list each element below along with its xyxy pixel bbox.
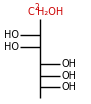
Text: HO: HO — [4, 30, 19, 40]
Text: OH: OH — [61, 59, 76, 69]
Text: OH: OH — [61, 71, 76, 81]
Text: 2: 2 — [35, 3, 39, 12]
Text: H₂OH: H₂OH — [37, 7, 64, 17]
Text: OH: OH — [61, 82, 76, 92]
Text: HO: HO — [4, 42, 19, 52]
Text: C: C — [27, 7, 34, 17]
